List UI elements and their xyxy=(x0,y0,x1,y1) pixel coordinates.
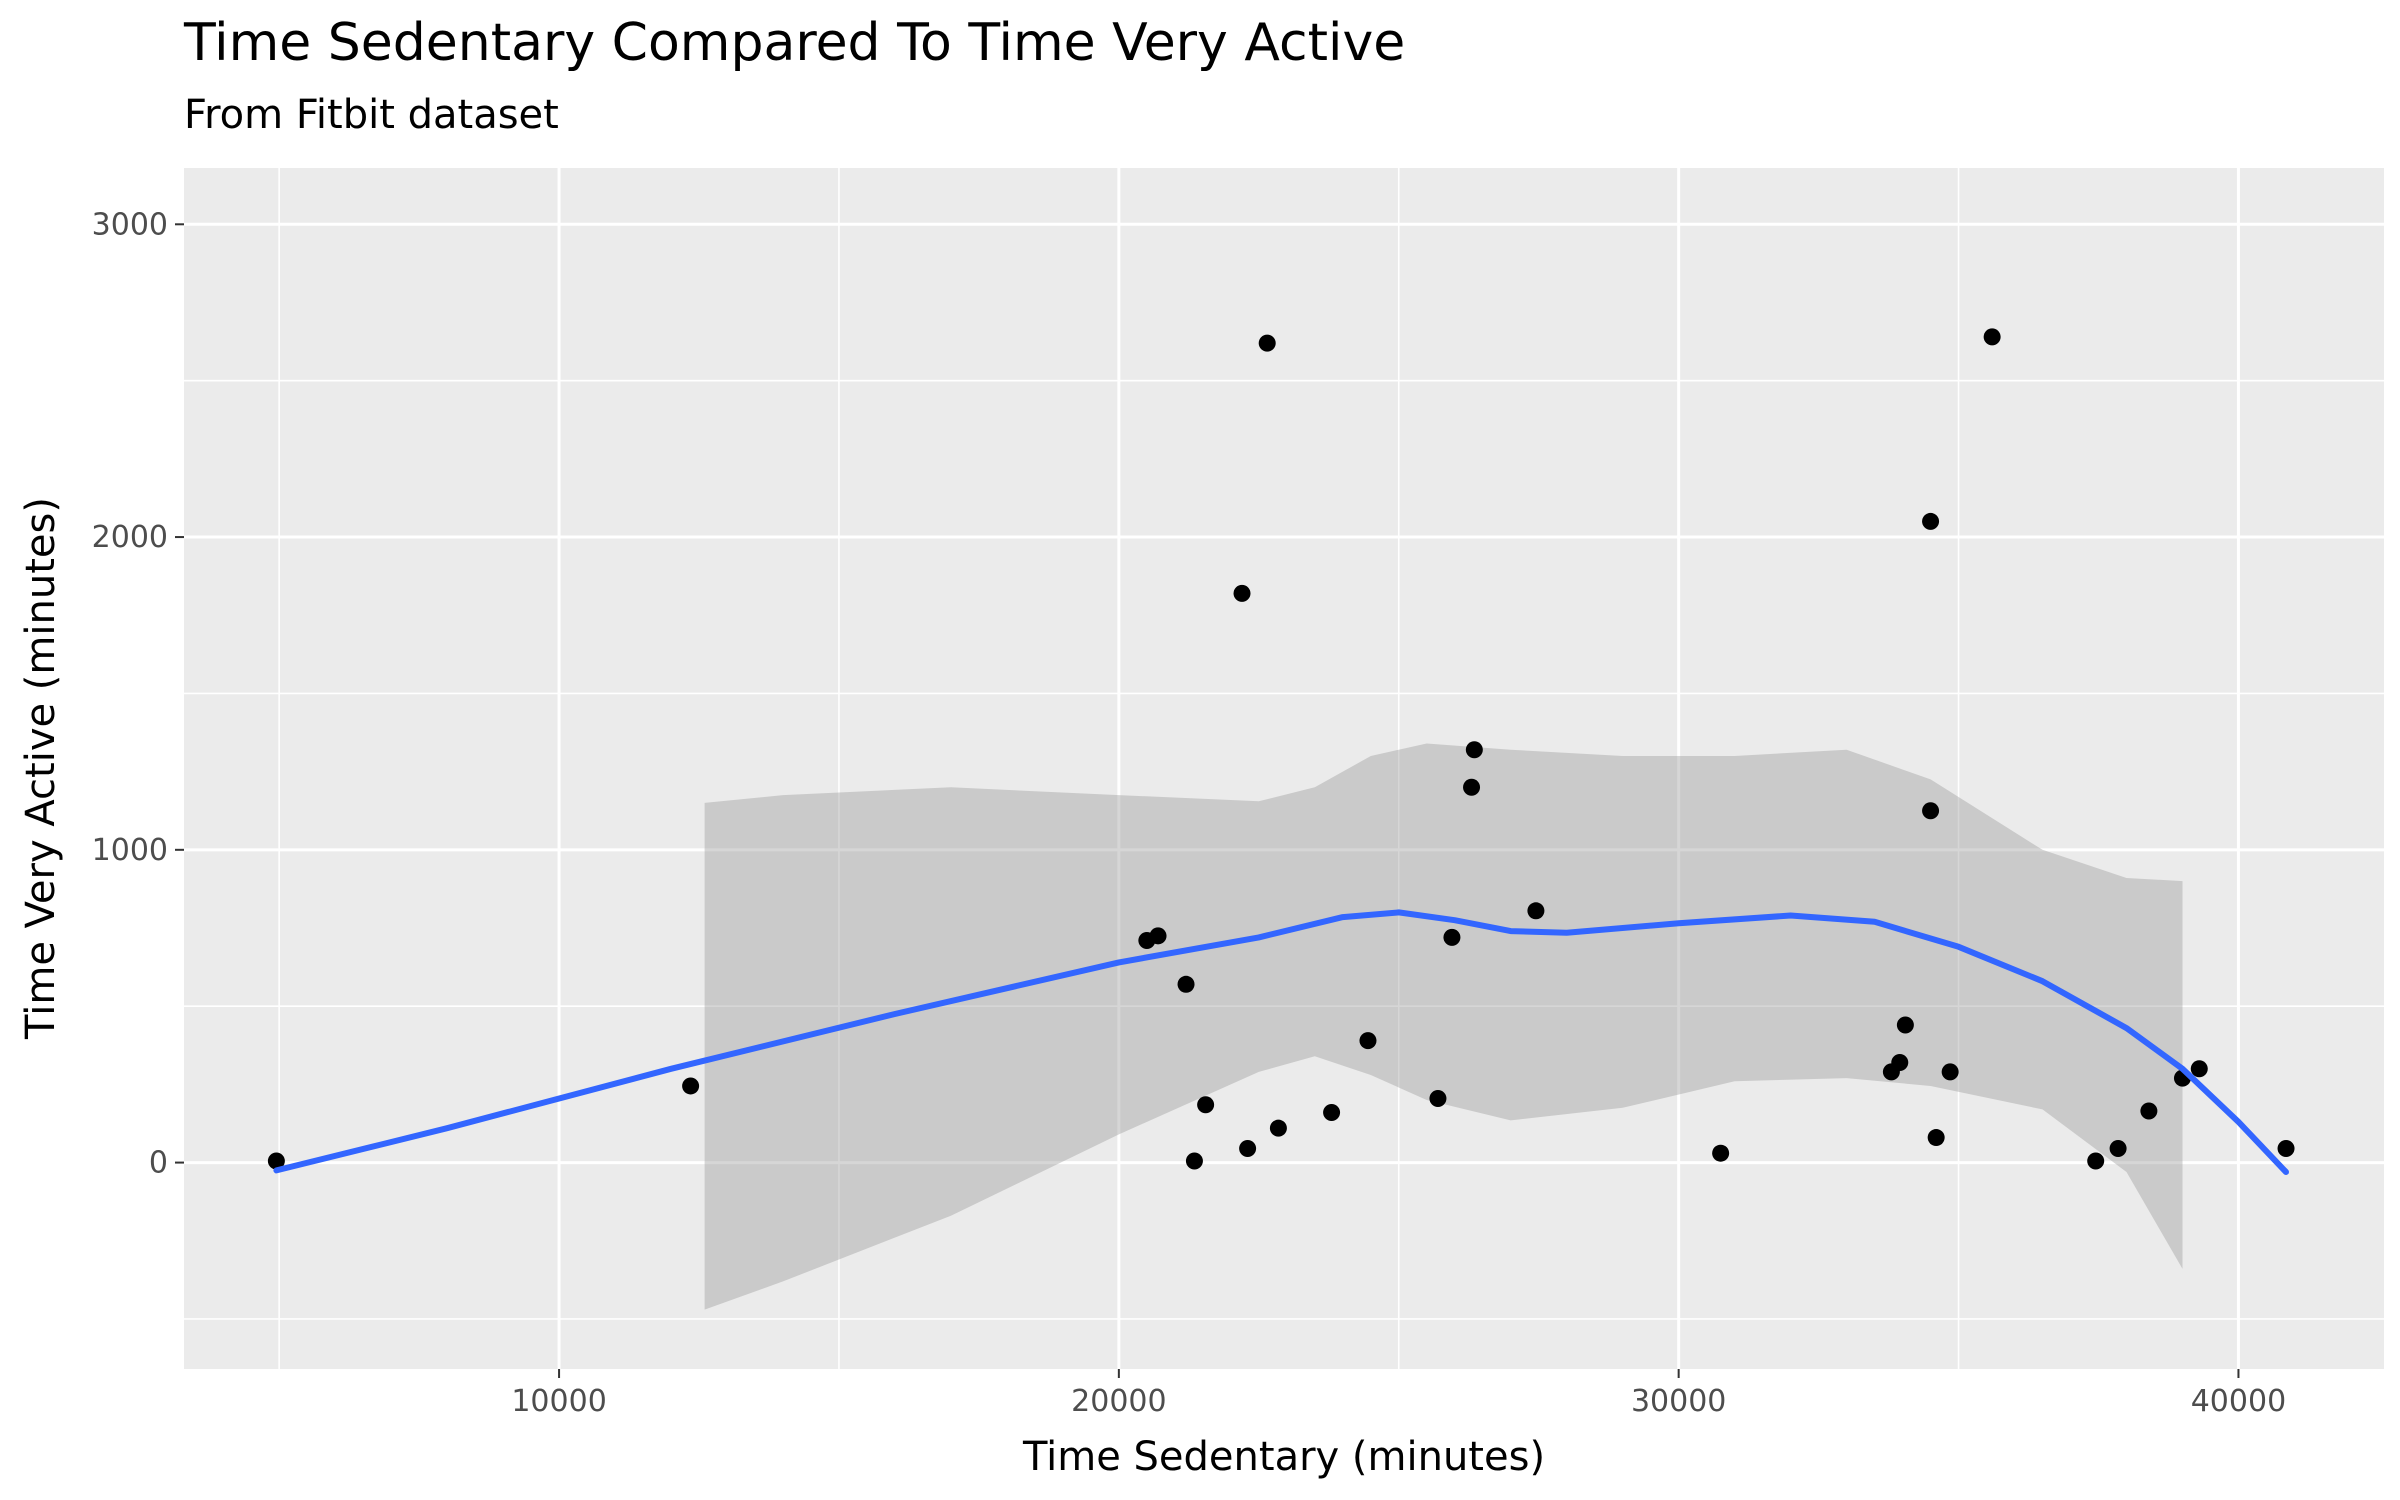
data-point xyxy=(1922,512,1940,530)
data-point xyxy=(1941,1063,1959,1081)
x-axis: 10000 20000 30000 40000 xyxy=(511,1369,2286,1419)
data-point xyxy=(1359,1032,1377,1050)
confidence-band-layer xyxy=(704,743,2183,1310)
x-tick-label: 30000 xyxy=(1631,1384,1726,1419)
grid-minor xyxy=(184,168,2384,1369)
x-tick-label: 10000 xyxy=(511,1384,606,1419)
data-point xyxy=(1197,1096,1215,1114)
smooth-line xyxy=(273,909,2289,1175)
data-point xyxy=(682,1077,700,1095)
data-point xyxy=(2277,1140,2295,1158)
x-tick-label: 40000 xyxy=(2191,1384,2286,1419)
data-point xyxy=(1323,1104,1341,1122)
points-layer xyxy=(267,328,2295,1170)
data-point xyxy=(1149,927,1167,945)
data-point xyxy=(1891,1053,1909,1071)
confidence-band xyxy=(704,743,2183,1310)
data-point xyxy=(1983,328,2001,346)
data-point xyxy=(1269,1119,1287,1137)
data-point xyxy=(2087,1152,2105,1170)
data-point xyxy=(1185,1152,1203,1170)
data-point xyxy=(1896,1016,1914,1034)
smooth-line-layer xyxy=(273,909,2289,1175)
data-point xyxy=(1927,1129,1945,1147)
y-tick-label: 2000 xyxy=(92,520,168,555)
y-tick-label: 0 xyxy=(149,1146,168,1181)
data-point xyxy=(2190,1060,2208,1078)
x-axis-title: Time Sedentary (minutes) xyxy=(1022,1434,1545,1480)
data-point xyxy=(267,1152,285,1170)
data-point xyxy=(1527,902,1545,920)
data-point xyxy=(1712,1144,1730,1162)
data-point xyxy=(1465,741,1483,759)
chart-subtitle: From Fitbit dataset xyxy=(184,92,559,138)
data-point xyxy=(1177,975,1195,993)
grid-major xyxy=(184,168,2384,1369)
y-tick-label: 1000 xyxy=(92,833,168,868)
plot-panel xyxy=(184,168,2384,1369)
chart-title: Time Sedentary Compared To Time Very Act… xyxy=(183,13,1405,73)
data-point xyxy=(1443,928,1461,946)
data-point xyxy=(1429,1089,1447,1107)
data-point xyxy=(1258,334,1276,352)
y-tick-label: 3000 xyxy=(92,207,168,242)
data-point xyxy=(1922,802,1940,820)
x-tick-label: 20000 xyxy=(1071,1384,1166,1419)
data-point xyxy=(1233,584,1251,602)
y-axis-title: Time Very Active (minutes) xyxy=(18,497,64,1040)
data-point xyxy=(2109,1140,2127,1158)
data-point xyxy=(1463,778,1481,796)
y-axis: 0 1000 2000 3000 xyxy=(92,207,184,1181)
data-point xyxy=(2140,1102,2158,1120)
data-point xyxy=(1239,1140,1257,1158)
